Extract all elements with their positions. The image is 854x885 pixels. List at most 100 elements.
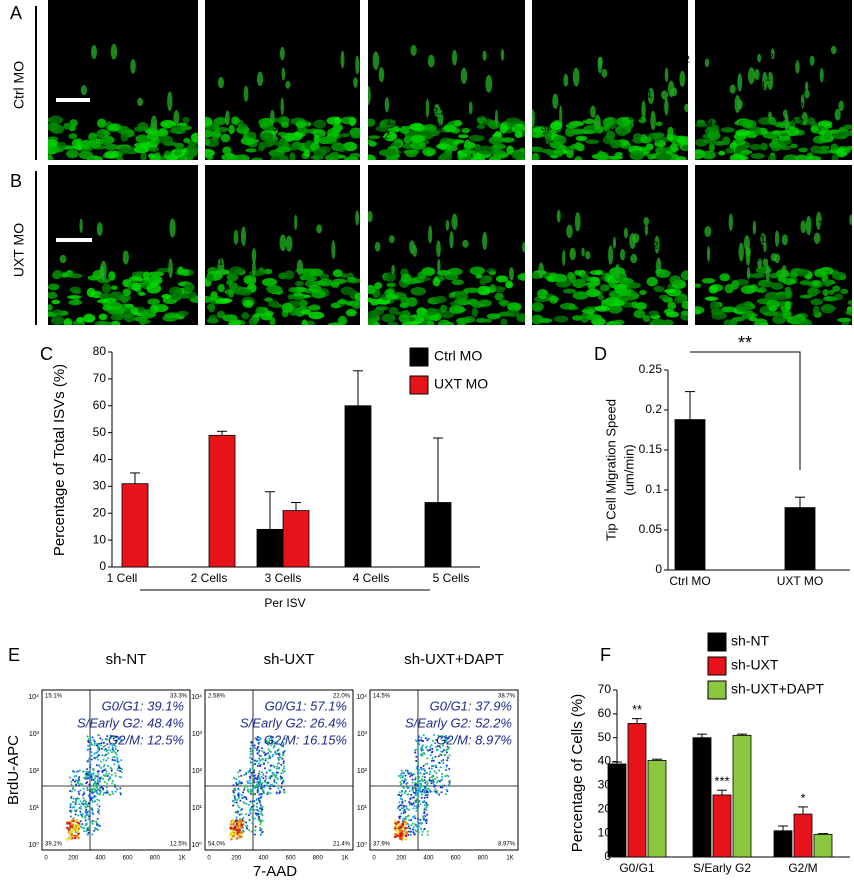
event — [406, 771, 409, 774]
event — [246, 780, 249, 783]
cell-label: 2.1 — [462, 95, 476, 106]
event — [430, 767, 433, 770]
event — [100, 747, 103, 750]
event — [398, 801, 401, 804]
event — [408, 800, 411, 803]
tissue — [140, 152, 147, 160]
event — [411, 828, 414, 831]
tissue — [368, 118, 376, 127]
event — [84, 800, 87, 803]
event — [275, 774, 278, 777]
event — [435, 781, 438, 784]
tissue — [263, 268, 273, 275]
event — [441, 772, 444, 775]
event — [247, 782, 250, 785]
y-tick-label: 0 — [99, 559, 106, 573]
event — [416, 740, 419, 743]
event — [116, 749, 119, 752]
tissue — [449, 305, 465, 314]
event — [399, 774, 402, 777]
x-tick-label: 1K — [178, 856, 185, 862]
sprout — [552, 93, 559, 109]
event — [113, 743, 116, 746]
event — [278, 762, 281, 765]
event — [94, 789, 97, 792]
tissue — [374, 282, 383, 290]
event — [253, 781, 256, 784]
event — [448, 781, 451, 784]
tissue — [148, 271, 165, 277]
tissue — [822, 289, 829, 297]
event — [251, 778, 254, 781]
event — [92, 785, 95, 788]
timestamp: 20hpf — [157, 171, 192, 187]
event — [399, 776, 402, 779]
tissue — [308, 304, 321, 311]
cell-label: 2 — [818, 241, 824, 252]
event — [85, 829, 88, 832]
cell-label: 2.2 — [705, 97, 719, 108]
tissue — [454, 298, 471, 305]
event — [423, 804, 426, 807]
event — [280, 772, 283, 775]
sprout — [572, 67, 580, 87]
tissue — [164, 312, 181, 319]
event — [107, 764, 110, 767]
event — [109, 734, 112, 737]
tissue — [368, 310, 378, 319]
event — [445, 788, 448, 791]
tissue — [821, 305, 837, 311]
tissue — [721, 136, 731, 146]
event — [96, 803, 99, 806]
event — [77, 797, 80, 800]
event — [420, 796, 423, 799]
event — [441, 750, 444, 753]
event — [426, 771, 429, 774]
quadrant-value: 12.5% — [170, 842, 188, 848]
event — [92, 778, 95, 781]
event — [281, 769, 284, 772]
event — [266, 743, 269, 746]
event — [261, 750, 264, 753]
tissue — [709, 300, 720, 311]
tissue — [477, 299, 492, 308]
event — [248, 779, 251, 782]
event — [404, 822, 407, 826]
event — [410, 803, 413, 806]
event — [72, 797, 75, 800]
event — [414, 739, 417, 742]
event — [111, 746, 114, 749]
event — [249, 782, 252, 785]
event — [260, 813, 263, 816]
event — [97, 754, 100, 757]
event — [235, 782, 238, 785]
event — [418, 799, 421, 802]
cells — [368, 44, 525, 160]
event — [109, 749, 112, 752]
tissue — [334, 116, 341, 125]
cell-label: 1.1 — [548, 65, 562, 76]
event — [268, 777, 271, 780]
tissue — [444, 273, 459, 281]
bar — [121, 483, 149, 568]
tissue — [210, 130, 221, 138]
event — [253, 787, 256, 790]
tissue — [383, 272, 397, 282]
tissue — [550, 121, 563, 131]
cell-label: 1 — [218, 100, 224, 111]
event — [435, 771, 438, 774]
sprout — [433, 104, 441, 117]
legend-swatch — [707, 680, 727, 700]
sprout — [410, 44, 417, 56]
event — [412, 826, 415, 829]
tissue — [284, 270, 295, 280]
event — [440, 750, 443, 753]
significance: ** — [738, 333, 752, 353]
sprout — [355, 55, 360, 75]
event — [80, 805, 83, 808]
event — [434, 777, 437, 780]
event — [112, 756, 115, 759]
event — [73, 770, 76, 773]
event — [79, 820, 82, 823]
y-tick-label: 40 — [93, 452, 107, 466]
